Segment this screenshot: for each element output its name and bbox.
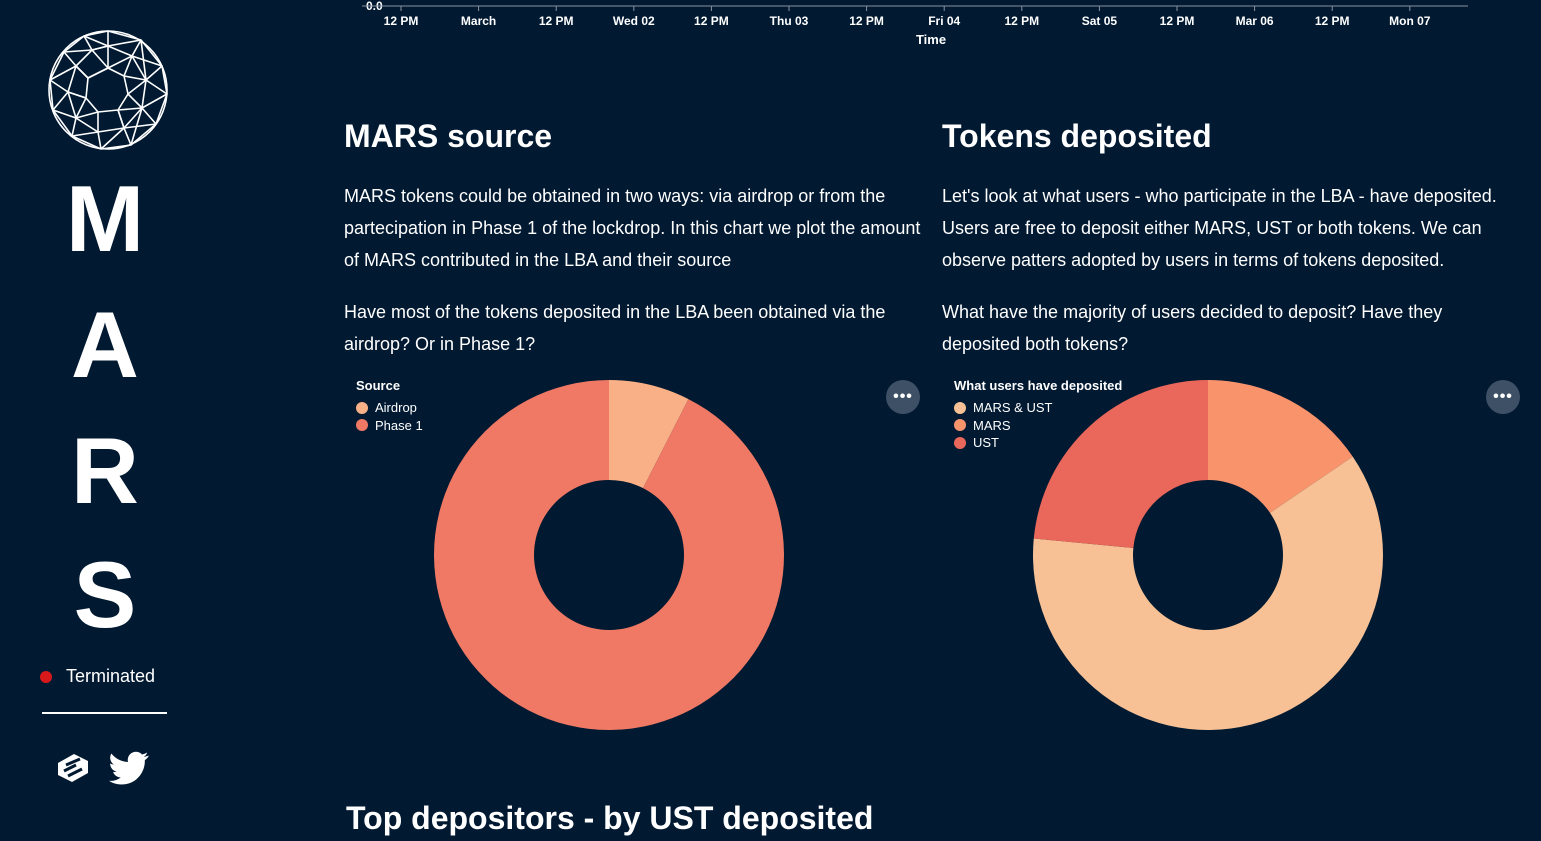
twitter-icon[interactable] — [106, 748, 152, 788]
time-axis: 0.0 12 PM March 12 PM Wed 02 12 PM Thu 03 12 P… — [362, 0, 1468, 47]
slice-mars[interactable] — [1208, 380, 1353, 513]
x-tick-label: 12 PM — [1315, 14, 1350, 28]
legend-label: Airdrop — [375, 400, 417, 416]
title-letter-m: M — [65, 166, 145, 271]
x-tick-label: Sat 05 — [1082, 14, 1118, 28]
tokens-deposited-title: Tokens deposited — [942, 118, 1212, 154]
x-tick-label: 12 PM — [384, 14, 419, 28]
legend-label: MARS — [973, 417, 1011, 433]
slice-phase-1[interactable] — [434, 380, 784, 730]
legend-title: What users have deposited — [954, 378, 1123, 393]
tokens-deposited-donut-chart — [1033, 380, 1383, 730]
status-dot-icon — [40, 670, 52, 683]
x-axis-label: Time — [916, 32, 946, 47]
mars-geodesic-logo — [48, 30, 168, 150]
status-label: Terminated — [66, 666, 156, 686]
x-tick-label: Thu 03 — [770, 14, 809, 28]
tokens-deposited-paragraph-2: What have the majority of users decided … — [942, 302, 1443, 354]
x-tick-label: 12 PM — [849, 14, 884, 28]
x-tick-label: 12 PM — [1160, 14, 1195, 28]
source-legend: Source Airdrop Phase 1 — [356, 378, 423, 434]
tokens-deposited-paragraph-1: Let's look at what users - who participa… — [942, 186, 1497, 270]
legend-swatch-icon — [954, 436, 966, 449]
chart-menu-button[interactable]: ••• — [1486, 380, 1520, 414]
mars-source-title: MARS source — [344, 118, 553, 154]
legend-item[interactable]: Phase 1 — [356, 417, 423, 435]
slice-airdrop[interactable] — [609, 380, 689, 489]
status-indicator: Terminated — [40, 666, 155, 687]
legend-swatch-icon — [954, 401, 966, 414]
x-tick-label: March — [461, 14, 496, 28]
mars-source-paragraph-2: Have most of the tokens deposited in the… — [344, 302, 886, 354]
chart-menu-button[interactable]: ••• — [886, 380, 920, 414]
title-letter-s: S — [73, 542, 137, 647]
legend-item[interactable]: MARS — [954, 417, 1122, 435]
title-letter-r: R — [71, 418, 139, 523]
legend-label: Phase 1 — [375, 417, 423, 433]
legend-title: Source — [356, 378, 401, 393]
x-tick-label: Fri 04 — [928, 14, 960, 28]
x-tick-label: Mar 06 — [1236, 14, 1274, 28]
top-depositors-title: Top depositors - by UST deposited — [346, 800, 874, 836]
title-letter-a: A — [71, 292, 139, 397]
x-tick-label: 12 PM — [1004, 14, 1039, 28]
mars-source-donut-chart — [434, 380, 784, 730]
legend-label: UST — [973, 435, 999, 451]
sidebar: M A R S Terminated — [0, 0, 210, 841]
legend-item[interactable]: Airdrop — [356, 399, 423, 417]
slice-mars-ust[interactable] — [1033, 456, 1383, 730]
legend-swatch-icon — [356, 419, 368, 432]
legend-item[interactable]: UST — [954, 434, 1122, 452]
gitbook-icon[interactable] — [54, 749, 92, 787]
x-tick-label: Mon 07 — [1389, 14, 1431, 28]
x-tick-label: 12 PM — [539, 14, 574, 28]
social-links — [54, 748, 152, 788]
legend-swatch-icon — [954, 419, 966, 432]
legend-swatch-icon — [356, 401, 368, 414]
legend-item[interactable]: MARS & UST — [954, 399, 1122, 417]
mars-source-paragraph-1: MARS tokens could be obtained in two way… — [344, 186, 921, 270]
slice-ust[interactable] — [1033, 380, 1208, 548]
sidebar-divider — [42, 712, 167, 714]
x-tick-label: Wed 02 — [613, 14, 655, 28]
x-tick-label: 12 PM — [694, 14, 729, 28]
deposit-legend: What users have deposited MARS & UST MARS U… — [954, 378, 1122, 452]
legend-label: MARS & UST — [973, 400, 1053, 416]
